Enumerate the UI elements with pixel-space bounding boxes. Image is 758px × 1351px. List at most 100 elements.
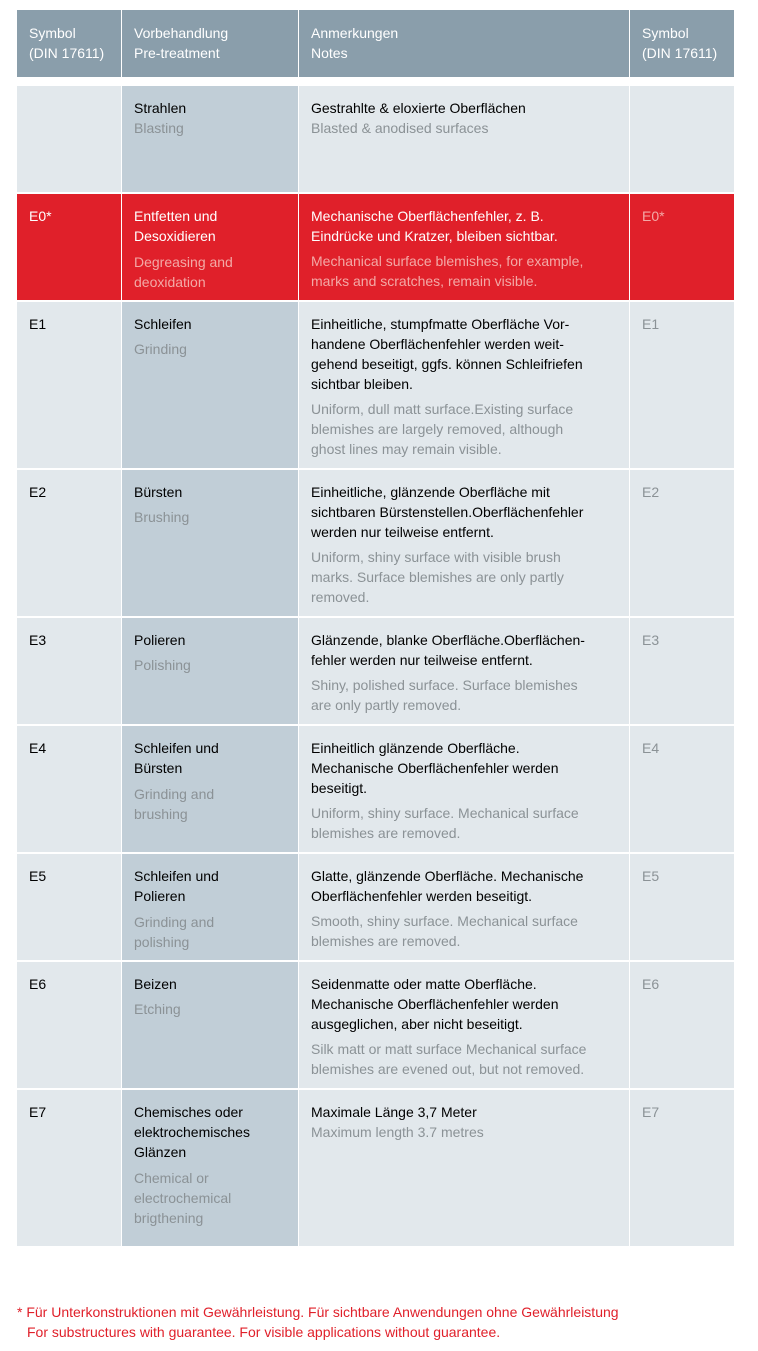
notes-cell: Einheitliche, stumpfmatte Oberfläche Vor… xyxy=(298,302,629,468)
pretreatment-german: Entfetten und Desoxidieren xyxy=(134,208,218,244)
pretreatment-german: Schleifen und Bürsten xyxy=(134,740,219,776)
table-row: E4 Schleifen und Bürsten Grinding and brus… xyxy=(17,726,734,854)
pretreatment-cell: Schleifen und Polieren Grinding and polis… xyxy=(121,854,298,960)
symbol-right-cell: E3 xyxy=(629,618,734,724)
table-row: E7 Chemisches oder elektrochemisches Glän… xyxy=(17,1090,734,1248)
symbol-right-cell: E6 xyxy=(629,962,734,1088)
pretreatment-english: Polishing xyxy=(134,657,191,673)
header-gap xyxy=(17,77,734,86)
symbol-code-right: E3 xyxy=(642,632,660,648)
notes-cell: Mechanische Oberflächenfehler, z. B. Ein… xyxy=(298,194,629,300)
header-pretreatment: Vorbehandlung Pre-treatment xyxy=(121,10,298,77)
notes-english: Uniform, shiny surface with visible brus… xyxy=(311,549,564,605)
notes-cell: Seidenmatte oder matte Oberfläche. Mecha… xyxy=(298,962,629,1088)
notes-english: Maximum length 3.7 metres xyxy=(311,1124,484,1140)
symbol-code-right: E5 xyxy=(642,868,660,884)
table-header: Symbol (DIN 17611) Vorbehandlung Pre-tre… xyxy=(17,10,734,77)
pretreatment-cell: Beizen Etching xyxy=(121,962,298,1088)
symbol-code: E5 xyxy=(29,868,47,884)
notes-english: Smooth, shiny surface. Mechanical surfac… xyxy=(311,913,578,949)
pretreatment-cell: Schleifen und Bürsten Grinding and brushi… xyxy=(121,726,298,852)
pretreatment-english: Blasting xyxy=(134,120,184,136)
symbol-cell: E0* xyxy=(17,194,121,300)
pretreatment-cell: Strahlen Blasting xyxy=(121,86,298,192)
notes-german: Einheitlich glänzende Oberfläche. Mechan… xyxy=(311,740,559,796)
symbol-right-cell xyxy=(629,86,734,192)
notes-cell: Einheitlich glänzende Oberfläche. Mechan… xyxy=(298,726,629,852)
symbol-cell: E6 xyxy=(17,962,121,1088)
surface-treatment-table: Symbol (DIN 17611) Vorbehandlung Pre-tre… xyxy=(17,10,734,1248)
symbol-right-cell: E5 xyxy=(629,854,734,960)
header-symbol: Symbol (DIN 17611) xyxy=(29,25,105,61)
symbol-code: E0* xyxy=(29,208,52,224)
symbol-code: E1 xyxy=(29,316,47,332)
pretreatment-cell: Schleifen Grinding xyxy=(121,302,298,468)
table-body: Strahlen Blasting Gestrahlte & eloxierte O… xyxy=(17,86,734,1248)
pretreatment-cell: Polieren Polishing xyxy=(121,618,298,724)
pretreatment-german: Schleifen und Polieren xyxy=(134,868,219,904)
notes-english: Uniform, dull matt surface.Existing surf… xyxy=(311,401,574,457)
symbol-right-cell: E7 xyxy=(629,1090,734,1246)
symbol-cell: E1 xyxy=(17,302,121,468)
notes-english: Blasted & anodised surfaces xyxy=(311,120,489,136)
pretreatment-german: Polieren xyxy=(134,632,186,648)
pretreatment-german: Chemisches oder elektrochemisches Glänze… xyxy=(134,1104,250,1160)
table-row: E5 Schleifen und Polieren Grinding and pol… xyxy=(17,854,734,962)
symbol-cell xyxy=(17,86,121,192)
notes-cell: Maximale Länge 3,7 Meter Maximum length 3… xyxy=(298,1090,629,1246)
table-row: Strahlen Blasting Gestrahlte & eloxierte O… xyxy=(17,86,734,194)
symbol-right-cell: E1 xyxy=(629,302,734,468)
notes-cell: Gestrahlte & eloxierte Oberflächen Blaste… xyxy=(298,86,629,192)
pretreatment-cell: Chemisches oder elektrochemisches Glänze… xyxy=(121,1090,298,1246)
pretreatment-german: Bürsten xyxy=(134,484,183,500)
notes-german: Einheitliche, stumpfmatte Oberfläche Vor… xyxy=(311,316,583,392)
notes-cell: Einheitliche, glänzende Oberfläche mit s… xyxy=(298,470,629,616)
notes-english: Shiny, polished surface. Surface blemish… xyxy=(311,677,578,713)
header-symbol-right: Symbol (DIN 17611) xyxy=(629,10,734,77)
table-row: E6 Beizen Etching Seidenmatte oder matte Ob… xyxy=(17,962,734,1090)
symbol-code-right: E1 xyxy=(642,316,660,332)
footnote: * Für Unterkonstruktionen mit Gewährleis… xyxy=(17,1302,747,1342)
notes-english: Uniform, shiny surface. Mechanical surfa… xyxy=(311,805,579,841)
footnote-german: * Für Unterkonstruktionen mit Gewährleis… xyxy=(17,1304,619,1320)
symbol-code-right: E6 xyxy=(642,976,660,992)
table-row: E1 Schleifen Grinding Einheitliche, stumpfm… xyxy=(17,302,734,470)
pretreatment-english: Grinding and brushing xyxy=(134,786,215,822)
symbol-cell: E7 xyxy=(17,1090,121,1246)
pretreatment-german: Strahlen xyxy=(134,100,187,116)
symbol-cell: E3 xyxy=(17,618,121,724)
footnote-english: For substructures with guarantee. For vi… xyxy=(27,1324,501,1340)
notes-german: Glatte, glänzende Oberfläche. Mechanisch… xyxy=(311,868,584,904)
notes-english: Mechanical surface blemishes, for exampl… xyxy=(311,253,584,289)
symbol-cell: E4 xyxy=(17,726,121,852)
pretreatment-cell: Bürsten Brushing xyxy=(121,470,298,616)
notes-german: Maximale Länge 3,7 Meter xyxy=(311,1104,477,1120)
pretreatment-english: Degreasing and deoxidation xyxy=(134,254,233,290)
notes-german: Seidenmatte oder matte Oberfläche. Mecha… xyxy=(311,976,559,1032)
notes-cell: Glatte, glänzende Oberfläche. Mechanisch… xyxy=(298,854,629,960)
symbol-right-cell: E2 xyxy=(629,470,734,616)
table-row: E0* Entfetten und Desoxidieren Degreasing … xyxy=(17,194,734,302)
symbol-code: E2 xyxy=(29,484,47,500)
pretreatment-german: Schleifen xyxy=(134,316,192,332)
table-row: E2 Bürsten Brushing Einheitliche, glänzende… xyxy=(17,470,734,618)
table-row: E3 Polieren Polishing Glänzende, blanke Obe… xyxy=(17,618,734,726)
symbol-code: E4 xyxy=(29,740,47,756)
notes-german: Gestrahlte & eloxierte Oberflächen xyxy=(311,100,526,116)
symbol-right-cell: E4 xyxy=(629,726,734,852)
pretreatment-german: Beizen xyxy=(134,976,177,992)
pretreatment-english: Chemical or electrochemical brigthening xyxy=(134,1170,232,1226)
symbol-code: E6 xyxy=(29,976,47,992)
notes-german: Mechanische Oberflächenfehler, z. B. Ein… xyxy=(311,208,558,244)
pretreatment-english: Grinding and polishing xyxy=(134,914,215,950)
symbol-right-cell: E0* xyxy=(629,194,734,300)
symbol-code-right: E4 xyxy=(642,740,660,756)
notes-cell: Glänzende, blanke Oberfläche.Oberflächen… xyxy=(298,618,629,724)
pretreatment-english: Grinding xyxy=(134,341,187,357)
symbol-code-right: E2 xyxy=(642,484,660,500)
symbol-cell: E5 xyxy=(17,854,121,960)
symbol-code: E3 xyxy=(29,632,47,648)
pretreatment-english: Brushing xyxy=(134,509,190,525)
pretreatment-cell: Entfetten und Desoxidieren Degreasing and… xyxy=(121,194,298,300)
header-notes: Anmerkungen Notes xyxy=(298,10,629,77)
